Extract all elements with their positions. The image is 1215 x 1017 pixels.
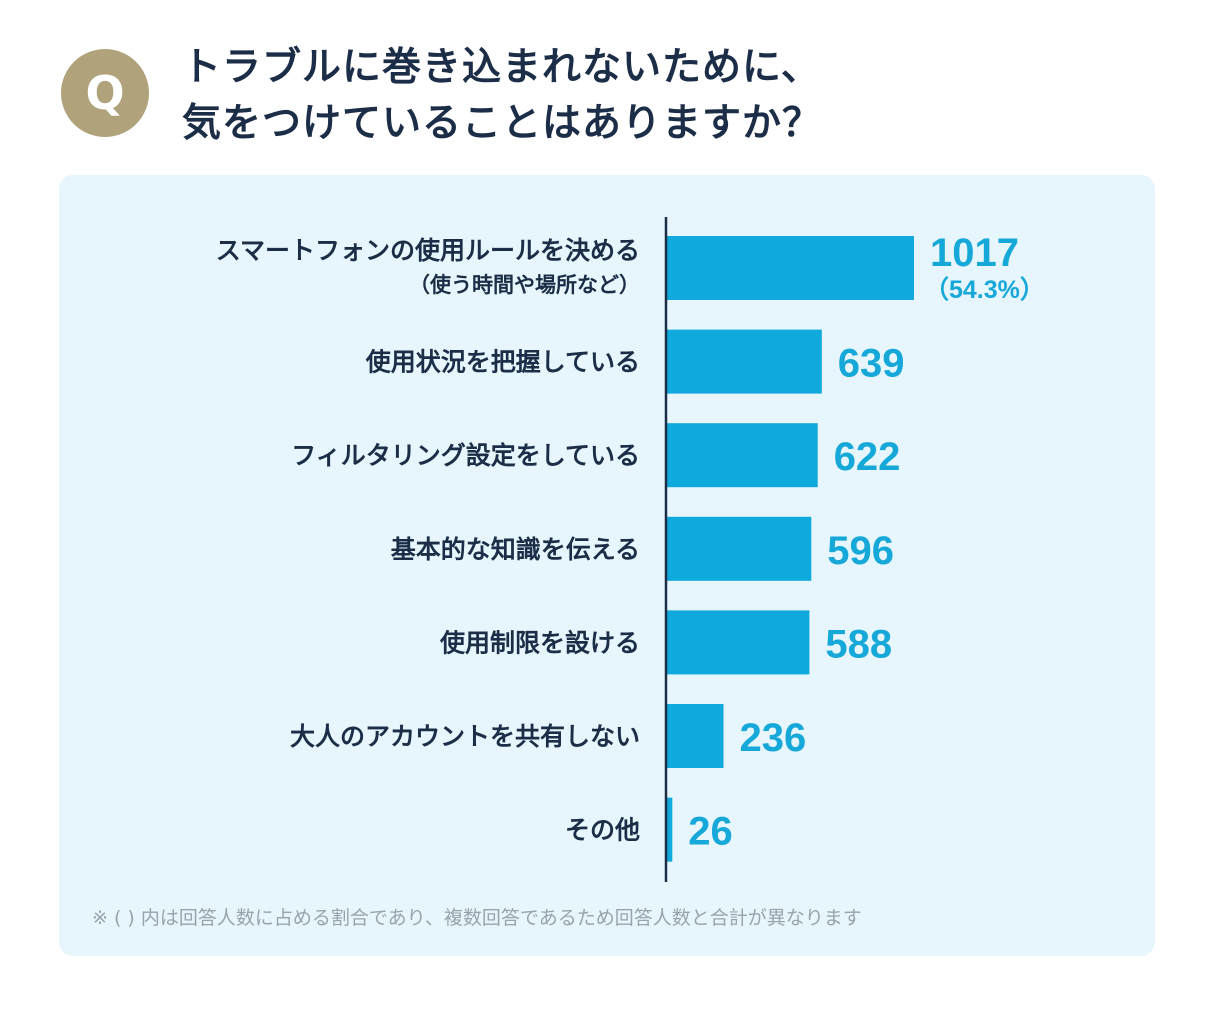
value-label-7: 26 [688,810,733,854]
chart-panel [59,175,1155,956]
value-label-6: 236 [740,716,807,760]
question-title-line-2: 気をつけていることはありますか？ [182,101,823,146]
bar-1 [666,236,914,300]
question-title-line-1: トラブルに巻き込まれないために、 [182,45,821,90]
bar-4 [666,516,812,581]
bar-3 [666,423,818,488]
bar-7 [666,797,673,862]
category-label-7: その他 [565,816,640,845]
category-sublabel-1: （使う時間や場所など） [409,273,640,297]
footnote: ※ ( ) 内は回答人数に占める割合であり、複数回答であるため回答人数と合計が異… [92,907,862,929]
question-badge: Q [61,49,149,137]
category-label-3: フィルタリング設定をしている [291,441,640,470]
category-label-6: 大人のアカウントを共有しない [290,722,640,751]
category-label-5: 使用制限を設ける [439,628,640,657]
bar-5 [666,610,810,675]
category-label-4: 基本的な知識を伝える [391,535,640,564]
value-label-5: 588 [825,622,892,666]
value-label-3: 622 [834,435,901,479]
value-label-1: 1017 [930,231,1019,275]
bar-6 [666,704,724,768]
bar-2 [666,329,822,394]
category-label-2: 使用状況を把握している [365,348,640,377]
question-title: トラブルに巻き込まれないために、 気をつけていることはありますか？ [182,40,822,152]
value-label-2: 639 [838,342,905,386]
value-label-4: 596 [827,529,894,573]
value-note-1: （54.3%） [924,275,1045,304]
category-label-1: スマートフォンの使用ルールを決める [216,236,640,265]
